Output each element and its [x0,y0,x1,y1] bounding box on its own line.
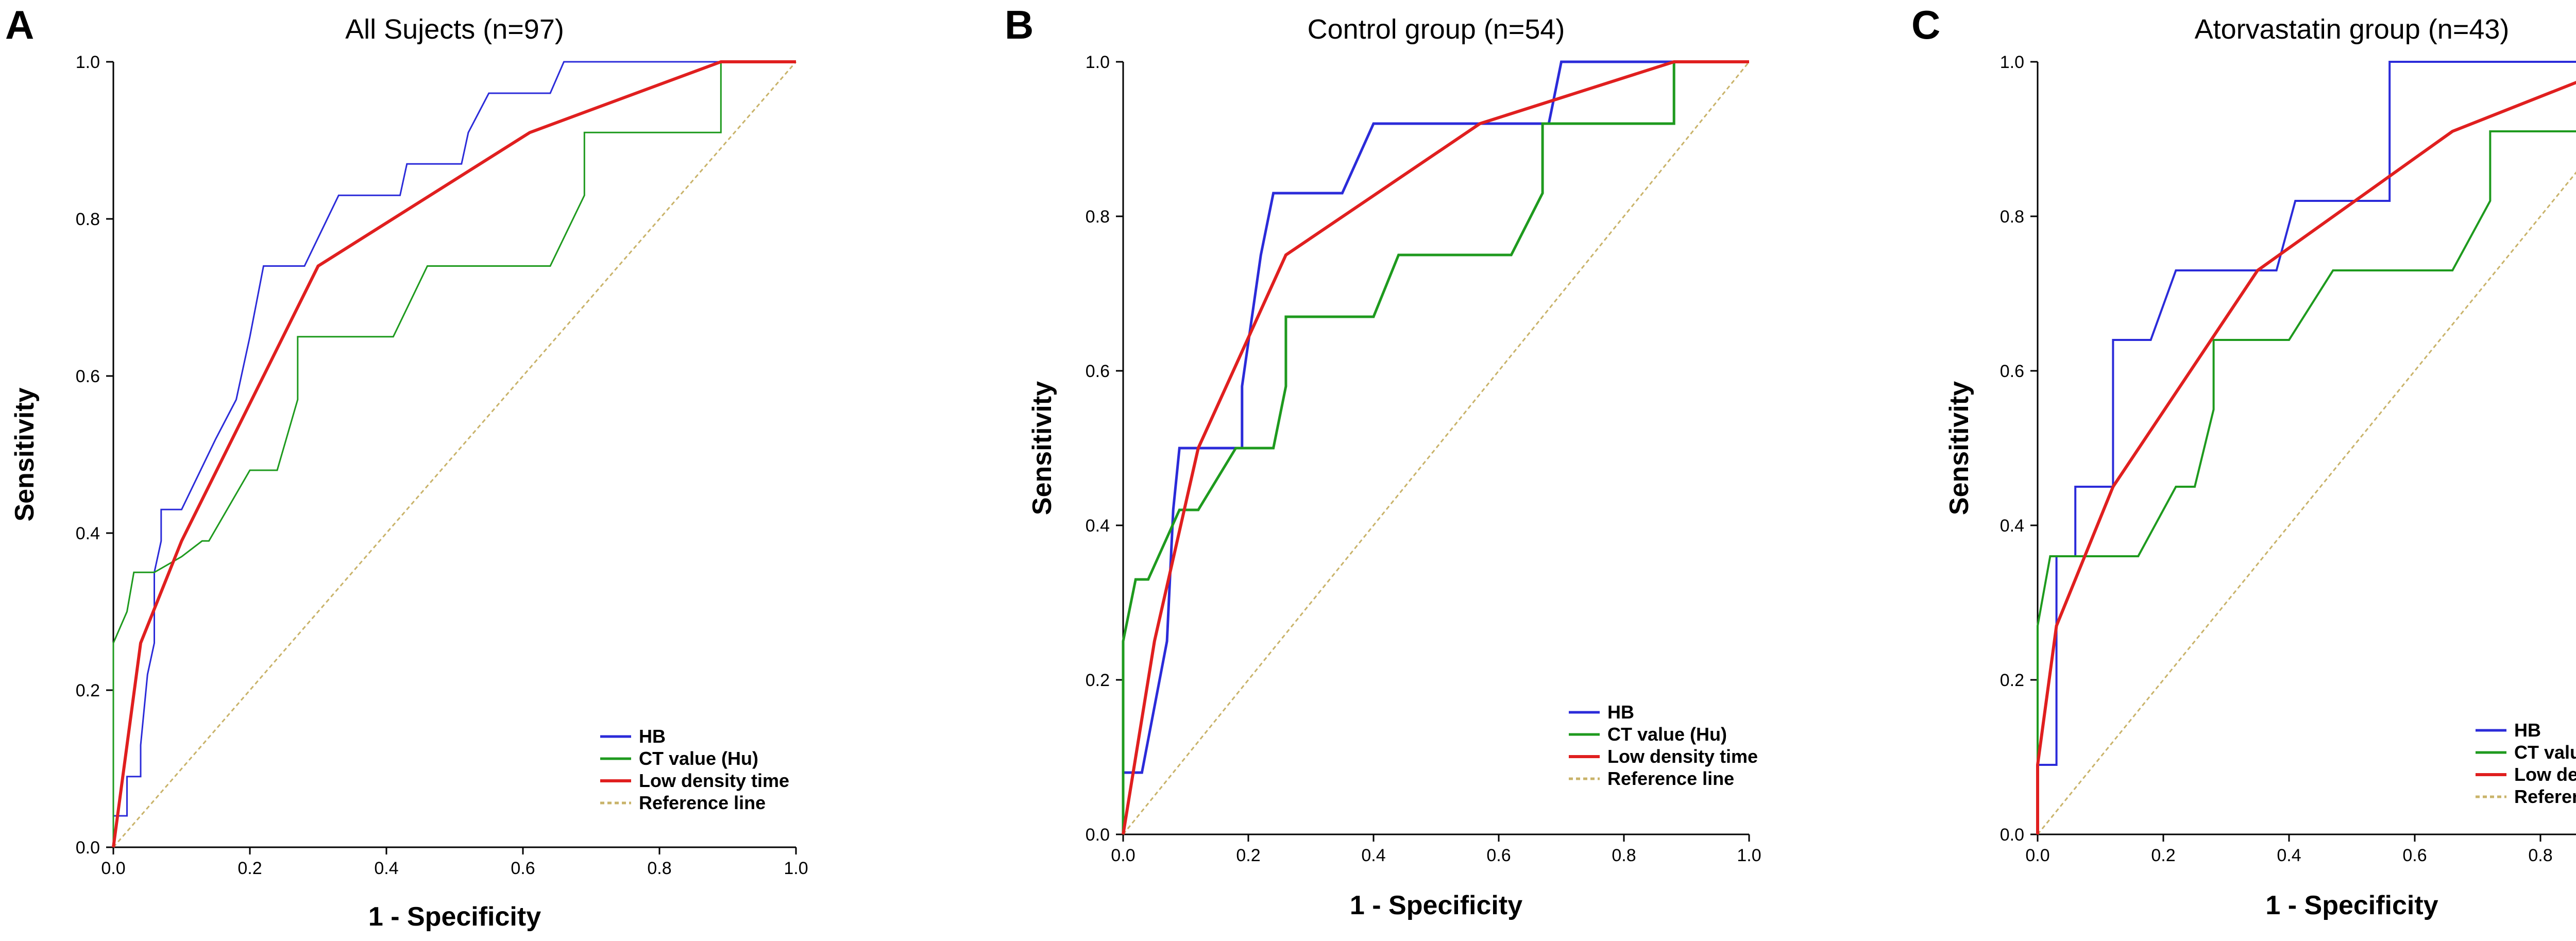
y-axis-label: Sensitivity [10,387,40,521]
x-tick-label: 0.8 [647,859,671,878]
x-tick-label: 0.4 [2277,846,2301,865]
y-tick-label: 0.6 [2000,362,2024,381]
y-tick-label: 0.0 [1086,825,1110,845]
panel-letter: B [1005,2,1033,47]
y-tick-label: 0.6 [1086,362,1110,381]
x-tick-label: 0.2 [2151,846,2175,865]
x-tick-label: 0.6 [1486,846,1511,865]
legend-label-hb: HB [1607,702,1634,723]
legend-label-ct-value-hu: CT value (Hu) [2514,742,2576,763]
y-tick-label: 0.2 [2000,671,2024,690]
series-line-hb [1122,60,1749,834]
series-line-ct-value-hu [112,61,796,847]
legend-label-reference-line: Reference line [639,792,766,813]
x-tick-label: 0.4 [1361,846,1385,865]
legend-label-low-density-time: Low density time [639,770,789,791]
series-line-ct-value-hu [1122,60,1749,834]
y-tick-label: 1.0 [2000,53,2024,72]
x-tick-label: 0.8 [2528,846,2552,865]
x-axis-label: 1 - Specificity [2265,891,2438,920]
y-tick-label: 1.0 [1086,53,1110,72]
y-axis-label: Sensitivity [1027,381,1057,515]
x-tick-label: 0.2 [238,859,262,878]
y-tick-label: 0.8 [2000,207,2024,227]
series-line-low-density-time [2036,81,2576,834]
x-tick-label: 0.8 [1612,846,1636,865]
x-tick-label: 0.2 [1236,846,1260,865]
y-tick-label: 0.0 [2000,825,2024,845]
x-axis-label: 1 - Specificity [1350,891,1522,920]
y-tick-label: 0.0 [76,838,100,858]
y-axis-label: Sensitivity [1944,381,1974,515]
legend-label-reference-line: Reference line [2514,786,2576,807]
panel-letter: A [5,2,34,47]
legend-label-reference-line: Reference line [1607,768,1734,789]
x-tick-label: 1.0 [784,859,808,878]
series-line-reference-line [112,61,797,848]
y-tick-label: 0.6 [76,367,100,386]
x-tick-label: 0.0 [2025,846,2049,865]
legend-label-hb: HB [2514,720,2541,741]
chart-title: All Sujects (n=97) [345,14,564,45]
y-tick-label: 0.2 [1086,671,1110,690]
y-tick-label: 0.4 [1086,516,1110,536]
y-tick-label: 0.8 [1086,207,1110,227]
chart-panel-c: C Atorvastatin group (n=43) 0.0 0.2 0.4 0.6 0.… [1911,2,2576,920]
y-tick-label: 1.0 [76,53,100,72]
x-tick-label: 0.0 [101,859,125,878]
x-tick-label: 0.6 [2402,846,2427,865]
y-tick-label: 0.4 [2000,516,2024,536]
y-tick-label: 0.8 [76,210,100,229]
y-tick-label: 0.2 [76,681,100,700]
series-line-ct-value-hu [2037,130,2576,834]
series-line-low-density-time [112,60,796,848]
series-line-hb [112,61,796,847]
panel-letter: C [1911,2,1940,47]
series-line-hb [2037,61,2576,834]
legend-label-low-density-time: Low density time [2514,764,2576,785]
chart-title: Atorvastatin group (n=43) [2195,14,2510,45]
chart-panel-b: B Control group (n=54) 0.0 0.2 0.4 0.6 0.8 1.0 0… [1005,2,1761,920]
y-tick-label: 0.4 [76,524,100,543]
legend-label-ct-value-hu: CT value (Hu) [639,748,758,769]
x-tick-label: 0.6 [511,859,535,878]
chart-title: Control group (n=54) [1308,14,1565,45]
legend-label-hb: HB [639,726,666,747]
series-line-low-density-time [1122,60,1749,835]
legend-label-low-density-time: Low density time [1607,746,1758,767]
x-tick-label: 1.0 [1737,846,1761,865]
legend-label-ct-value-hu: CT value (Hu) [1607,724,1727,745]
series-line-reference-line [2037,171,2576,835]
chart-panel-a: A All Sujects (n=97) 0.0 0.2 0.4 0.6 0.8 1.0 0.0… [5,2,808,932]
x-axis-label: 1 - Specificity [368,902,541,932]
x-tick-label: 0.4 [374,859,398,878]
x-tick-label: 0.0 [1111,846,1135,865]
